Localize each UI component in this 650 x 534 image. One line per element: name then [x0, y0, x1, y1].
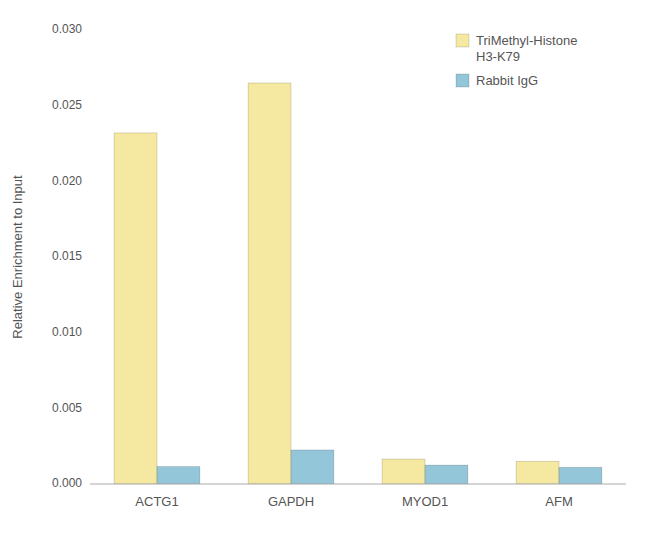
x-tick-label: MYOD1	[402, 494, 448, 509]
bar	[516, 461, 559, 484]
legend-label-line: H3-K79	[476, 49, 520, 64]
x-tick-label: GAPDH	[268, 494, 314, 509]
legend-label-line: Rabbit IgG	[476, 73, 538, 88]
legend: TriMethyl-HistoneH3-K79 Rabbit IgG	[456, 33, 577, 88]
legend-label-line: TriMethyl-Histone	[476, 33, 577, 48]
bar	[248, 83, 291, 484]
bar	[291, 450, 334, 484]
legend-label: Rabbit IgG	[476, 73, 538, 88]
x-tick-label: AFM	[545, 494, 572, 509]
x-tick-label: ACTG1	[135, 494, 178, 509]
bar	[157, 467, 200, 484]
bar	[425, 465, 468, 484]
y-axis-label: Relative Enrichment to Input	[10, 175, 25, 339]
y-tick-label: 0.020	[52, 174, 82, 188]
y-tick-label: 0.030	[52, 22, 82, 36]
legend-label: TriMethyl-HistoneH3-K79	[476, 33, 577, 64]
bar	[114, 133, 157, 484]
y-tick-label: 0.010	[52, 325, 82, 339]
y-tick-label: 0.025	[52, 98, 82, 112]
legend-swatch	[456, 34, 469, 47]
y-tick-label: 0.000	[52, 476, 82, 490]
y-tick-label: 0.005	[52, 401, 82, 415]
bars	[114, 83, 602, 484]
y-tick-label: 0.015	[52, 249, 82, 263]
legend-swatch	[456, 74, 469, 87]
bar	[559, 467, 602, 484]
chart: 0.000 0.005 0.010 0.015 0.020 0.025 0.030 Relat…	[0, 0, 650, 534]
bar	[382, 459, 425, 484]
x-axis-line	[90, 484, 626, 485]
